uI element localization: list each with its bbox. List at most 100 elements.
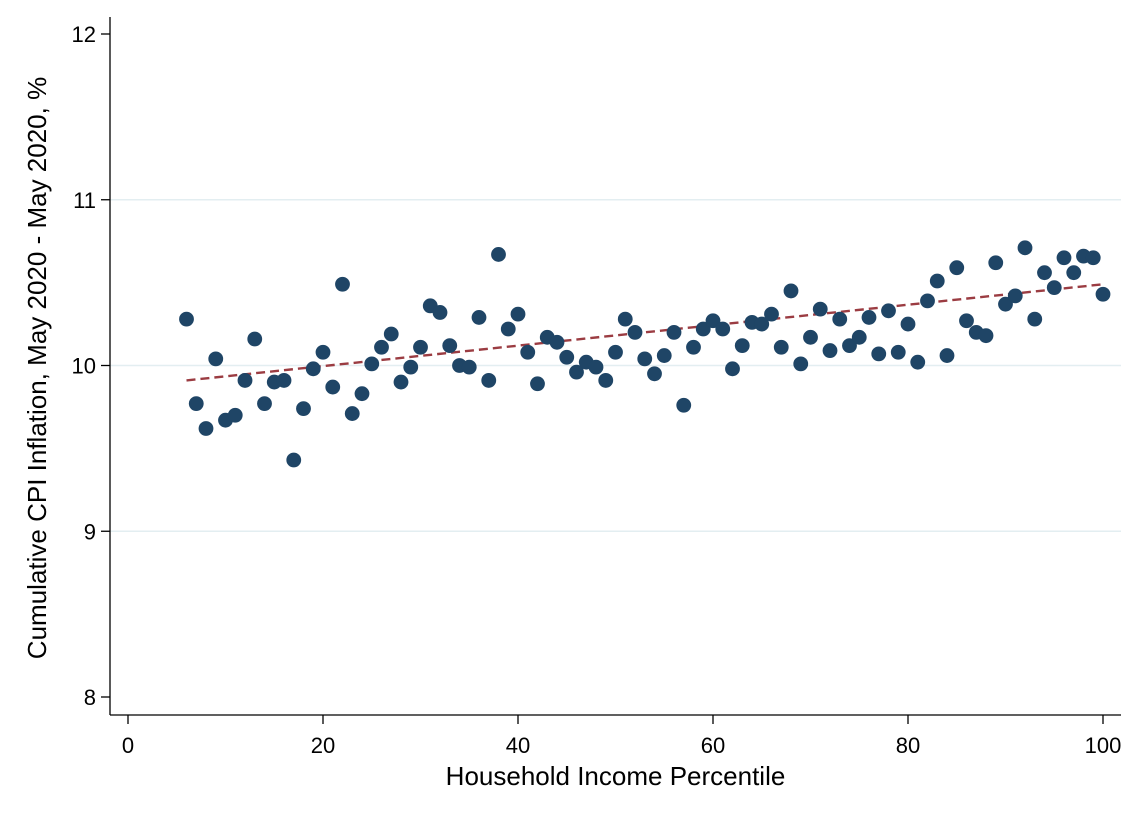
data-point (627, 324, 643, 340)
data-point (237, 373, 253, 388)
data-point (354, 386, 370, 402)
data-point (793, 356, 809, 372)
data-point (315, 344, 331, 360)
data-point (530, 376, 545, 392)
data-point (822, 343, 838, 358)
data-point (247, 331, 263, 347)
data-point (871, 346, 887, 362)
data-point (344, 406, 360, 421)
data-point (803, 329, 818, 345)
data-point (949, 260, 965, 276)
data-point (559, 349, 575, 365)
data-point (413, 339, 428, 355)
data-point (325, 379, 341, 395)
x-tick-label: 0 (122, 733, 134, 758)
data-points (179, 240, 1111, 468)
data-point (403, 359, 419, 375)
data-point (998, 296, 1013, 312)
data-point (900, 316, 916, 332)
x-axis-title: Household Income Percentile (446, 761, 786, 791)
data-point (637, 351, 653, 367)
data-point (1046, 280, 1062, 295)
y-axis-title: Cumulative CPI Inflation, May 2020 - May… (22, 77, 52, 659)
data-point (764, 306, 779, 322)
data-point (481, 373, 497, 388)
data-point (296, 401, 311, 416)
data-point (1007, 288, 1023, 304)
data-point (227, 407, 243, 423)
x-tick-label: 80 (896, 733, 920, 758)
data-point (1056, 250, 1072, 266)
data-point (179, 311, 194, 327)
x-tick-label: 100 (1085, 733, 1122, 758)
data-point (510, 306, 526, 322)
data-point (520, 344, 536, 360)
data-point (959, 313, 974, 329)
data-point (842, 338, 857, 354)
data-point (734, 338, 750, 354)
y-tick-label: 10 (72, 354, 96, 379)
data-point (335, 276, 350, 292)
data-point (890, 344, 906, 360)
data-point (305, 361, 321, 377)
data-point (393, 374, 409, 390)
data-point (686, 339, 701, 355)
data-point (861, 310, 877, 325)
data-point (569, 364, 584, 380)
data-point (832, 311, 848, 327)
data-point (598, 373, 614, 388)
data-point (881, 303, 896, 319)
data-point (608, 344, 623, 360)
x-tick-label: 60 (701, 733, 725, 758)
data-point (1017, 240, 1033, 256)
data-point (471, 310, 487, 325)
data-point (374, 339, 389, 355)
data-point (1095, 286, 1111, 302)
data-point (705, 313, 721, 329)
data-point (783, 283, 799, 299)
y-tick-label: 11 (73, 188, 96, 213)
data-point (432, 305, 448, 320)
data-point (208, 351, 224, 367)
grid-lines (110, 199, 1121, 532)
data-point (442, 338, 458, 354)
data-point (286, 452, 302, 468)
data-point (715, 321, 731, 337)
data-point (754, 316, 770, 332)
data-point (676, 397, 692, 413)
data-point (364, 356, 380, 372)
data-point (656, 348, 672, 363)
data-point (276, 373, 292, 388)
data-point (647, 366, 662, 382)
data-point (929, 273, 945, 289)
data-point (383, 326, 399, 342)
data-point (549, 334, 565, 350)
data-point (939, 348, 955, 363)
data-point (188, 396, 204, 412)
data-point (851, 329, 867, 345)
data-point (978, 328, 994, 344)
data-point (198, 421, 214, 436)
data-point (1027, 311, 1043, 327)
data-point (695, 321, 711, 337)
x-tick-label: 20 (311, 733, 335, 758)
data-point (812, 301, 828, 317)
data-point (1037, 265, 1052, 281)
axes: 8 9 10 11 12 0 20 40 60 80 100 (72, 17, 1122, 758)
data-point (773, 339, 789, 355)
data-point (1066, 265, 1082, 281)
data-point (1085, 250, 1101, 266)
x-tick-label: 40 (506, 733, 530, 758)
data-point (461, 359, 477, 375)
data-point (588, 359, 604, 375)
data-point (500, 321, 516, 337)
y-tick-label: 8 (84, 685, 96, 710)
data-point (988, 255, 1004, 271)
data-point (725, 361, 740, 377)
data-point (257, 396, 272, 412)
data-point (617, 311, 633, 327)
y-tick-label: 9 (84, 519, 96, 544)
data-point (910, 354, 926, 370)
